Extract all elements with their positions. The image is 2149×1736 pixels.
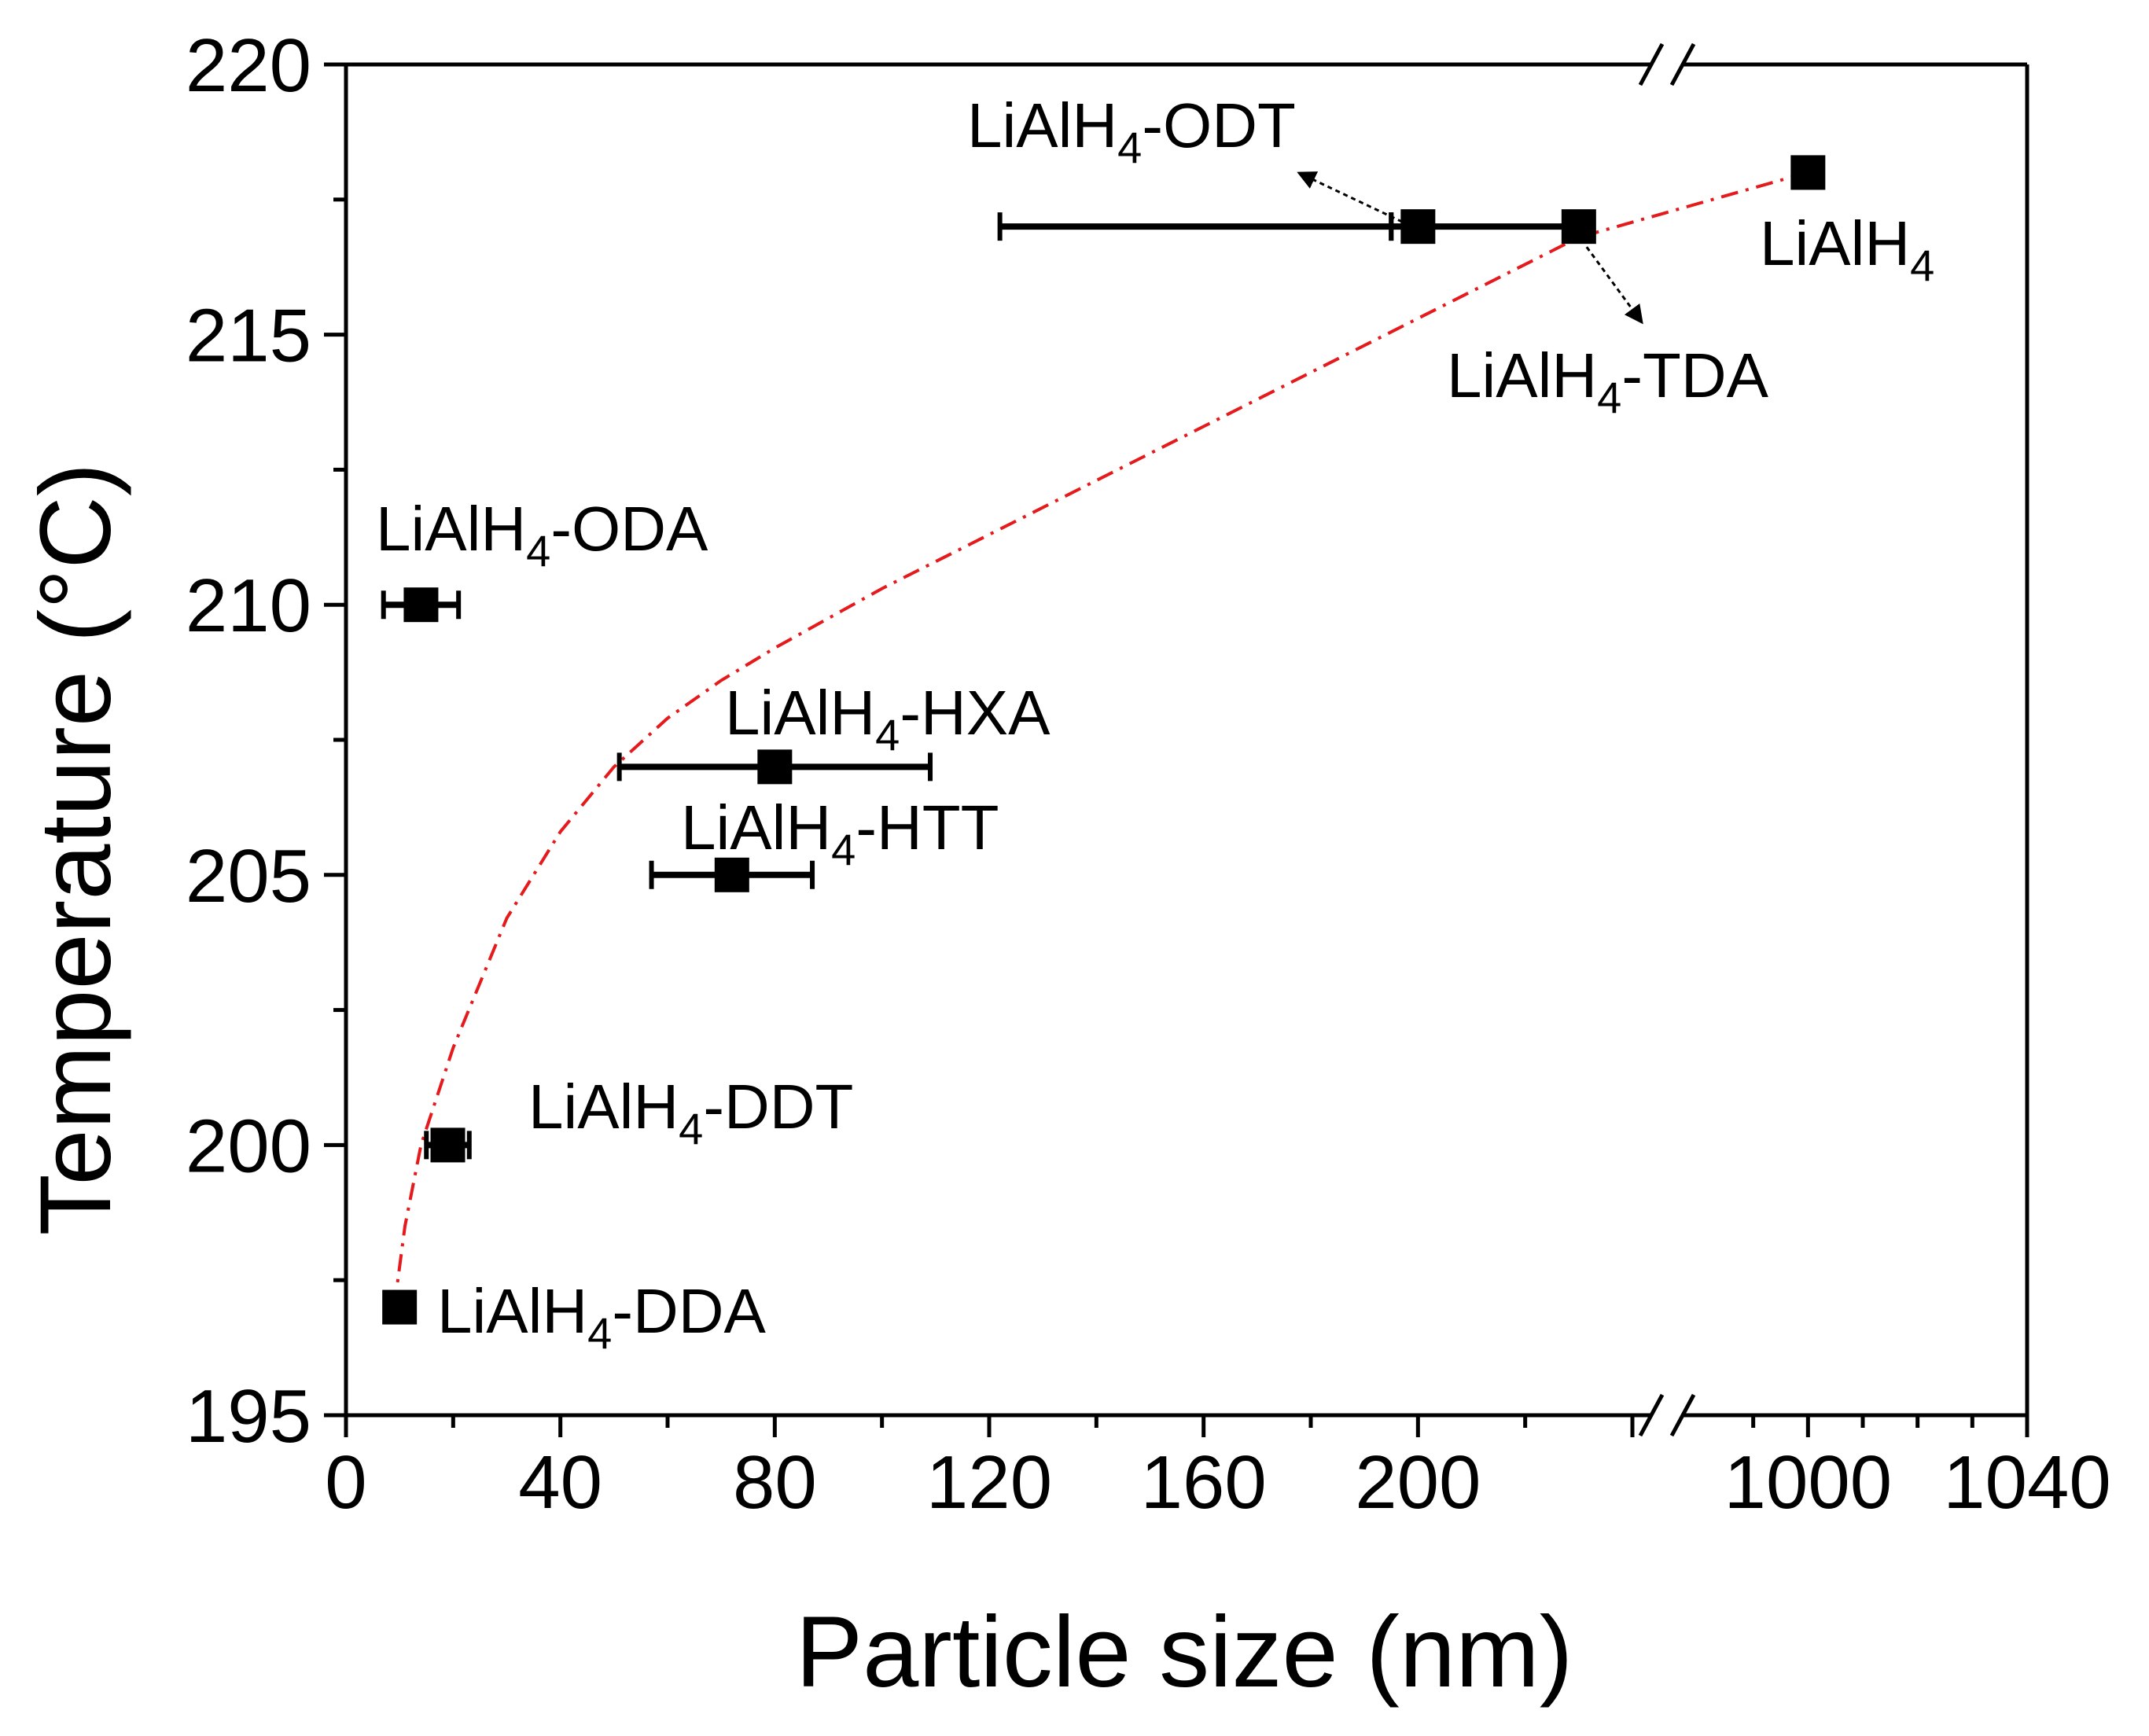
data-point-marker xyxy=(403,587,439,623)
x-tick-label: 80 xyxy=(733,1440,817,1525)
y-tick-label: 220 xyxy=(186,24,311,108)
y-tick-label: 200 xyxy=(186,1104,311,1188)
point-label: LiAlH4-ODT xyxy=(967,90,1296,172)
axis-break-mark xyxy=(1669,1393,1696,1437)
point-label: LiAlH4-DDT xyxy=(528,1072,853,1153)
x-tick-label: 1000 xyxy=(1724,1440,1893,1525)
data-point-marker xyxy=(382,1289,418,1325)
annotation-arrows xyxy=(1297,171,1643,325)
tick-marks: 195 200 205 210 215 220 0 40 80 120 160 200 1000 1040 xyxy=(186,24,2111,1525)
arrow-tda xyxy=(1585,246,1643,325)
arrow-odt xyxy=(1297,171,1403,223)
point-label: LiAlH4-TDA xyxy=(1447,340,1769,422)
x-tick-label: 200 xyxy=(1355,1440,1481,1525)
y-tick-label: 205 xyxy=(186,834,311,918)
y-axis-label: Temperature (°C) xyxy=(20,463,132,1236)
point-label: LiAlH4-DDA xyxy=(437,1276,767,1358)
fit-curve xyxy=(392,171,1809,1308)
x-tick-label: 1040 xyxy=(1943,1440,2111,1525)
point-label: LiAlH4 xyxy=(1760,208,1934,290)
y-tick-label: 210 xyxy=(186,564,311,648)
y-tick-label: 215 xyxy=(186,294,311,378)
point-label: LiAlH4-ODA xyxy=(376,494,708,576)
data-point-marker xyxy=(714,857,749,892)
data-point-marker xyxy=(757,749,793,785)
axis-break-mark xyxy=(1638,1393,1665,1437)
data-point-marker xyxy=(430,1127,465,1163)
point-label: LiAlH4-HTT xyxy=(681,793,999,874)
x-tick-label: 120 xyxy=(926,1440,1052,1525)
x-axis-label: Particle size (nm) xyxy=(796,1596,1573,1708)
data-point-marker xyxy=(1790,155,1826,190)
data-points xyxy=(381,155,1826,1325)
x-tick-label: 40 xyxy=(518,1440,602,1525)
point-label: LiAlH4-HXA xyxy=(725,678,1051,760)
x-tick-label: 160 xyxy=(1141,1440,1267,1525)
y-tick-label: 195 xyxy=(186,1374,311,1458)
x-tick-label: 0 xyxy=(325,1440,366,1525)
data-point-marker xyxy=(1561,209,1596,245)
axis-break-mark xyxy=(1669,42,1696,86)
fit-curve-layer xyxy=(392,171,1809,1308)
axis-break-mark xyxy=(1638,42,1665,86)
point-labels: LiAlH4-DDA LiAlH4-DDT LiAlH4-HTT LiAlH4-HXA… xyxy=(376,90,1934,1358)
